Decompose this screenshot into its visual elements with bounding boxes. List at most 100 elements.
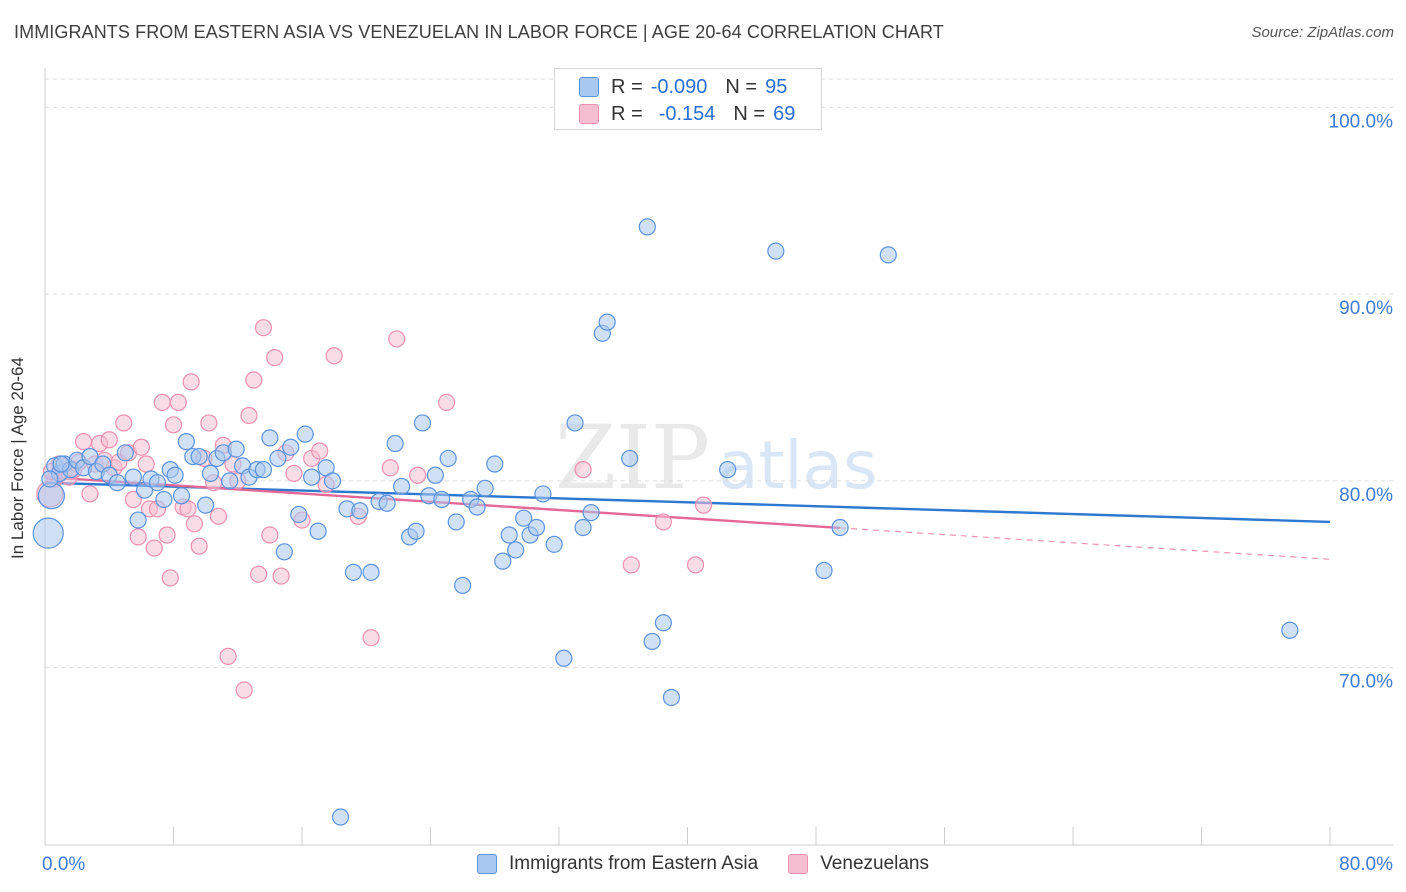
point-eastern-asia bbox=[621, 449, 639, 468]
point-venezuelan bbox=[219, 647, 237, 665]
x-tick-label-max: 80.0% bbox=[1339, 854, 1393, 875]
watermark: ZIP atlas bbox=[555, 406, 878, 509]
point-eastern-asia bbox=[108, 474, 126, 492]
point-venezuelan bbox=[250, 565, 268, 583]
point-venezuelan bbox=[272, 567, 290, 585]
point-eastern-asia bbox=[468, 498, 486, 516]
watermark-atlas: atlas bbox=[718, 427, 878, 504]
point-eastern-asia bbox=[598, 313, 616, 331]
point-eastern-asia bbox=[116, 444, 134, 462]
point-eastern-asia bbox=[344, 563, 362, 581]
point-eastern-asia bbox=[309, 522, 327, 540]
point-eastern-asia bbox=[555, 649, 573, 667]
point-eastern-asia bbox=[507, 541, 525, 559]
point-venezuelan bbox=[311, 442, 329, 460]
point-venezuelan bbox=[169, 393, 187, 412]
n-value: 95 bbox=[765, 75, 788, 98]
legend-swatch-pink bbox=[579, 104, 599, 124]
point-eastern-asia bbox=[413, 414, 432, 432]
point-eastern-asia bbox=[172, 487, 191, 505]
point-eastern-asia bbox=[447, 513, 465, 531]
point-eastern-asia bbox=[177, 433, 195, 451]
point-eastern-asia bbox=[362, 563, 380, 581]
point-eastern-asia bbox=[486, 455, 504, 473]
point-eastern-asia bbox=[331, 808, 350, 826]
point-venezuelan bbox=[129, 528, 147, 546]
point-venezuelan bbox=[362, 629, 380, 647]
point-venezuelan bbox=[132, 438, 150, 456]
legend-item-venezuelans[interactable]: Venezuelans bbox=[788, 853, 929, 875]
legend-swatch-pink bbox=[788, 854, 809, 874]
stats-row-venezuelans: R = -0.154 N = 69 bbox=[579, 101, 795, 127]
point-eastern-asia bbox=[275, 543, 293, 561]
point-venezuelan bbox=[686, 556, 705, 574]
tick-labels: 100.0% 90.0% 80.0% 70.0% 0.0% 80.0% bbox=[42, 111, 1393, 875]
point-eastern-asia bbox=[129, 511, 147, 529]
point-venezuelan bbox=[74, 433, 93, 451]
stats-legend: R = -0.090 N = 95 R = -0.154 N = 69 bbox=[554, 68, 822, 130]
point-eastern-asia bbox=[831, 518, 849, 537]
point-eastern-asia bbox=[254, 461, 273, 479]
r-value: -0.090 bbox=[650, 75, 708, 98]
point-venezuelan bbox=[145, 539, 163, 557]
r-label: R = bbox=[611, 75, 643, 98]
n-label: N = bbox=[733, 102, 766, 125]
point-eastern-asia bbox=[41, 470, 59, 488]
point-venezuelan bbox=[409, 466, 427, 484]
r-value: -0.154 bbox=[658, 102, 716, 125]
point-venezuelan bbox=[100, 431, 118, 449]
point-eastern-asia bbox=[323, 472, 342, 490]
point-venezuelan bbox=[285, 464, 303, 482]
legend-swatch-blue bbox=[579, 77, 599, 97]
point-venezuelan bbox=[158, 526, 176, 544]
point-eastern-asia bbox=[654, 614, 673, 632]
y-tick-label: 70.0% bbox=[1339, 672, 1393, 693]
point-venezuelan bbox=[137, 455, 155, 473]
point-eastern-asia bbox=[32, 517, 64, 549]
point-eastern-asia bbox=[303, 468, 321, 486]
point-venezuelan bbox=[185, 515, 203, 533]
point-eastern-asia bbox=[1281, 621, 1299, 639]
point-eastern-asia bbox=[433, 490, 451, 509]
point-eastern-asia bbox=[296, 425, 314, 443]
point-eastern-asia bbox=[166, 466, 184, 484]
legend-swatch-blue bbox=[476, 854, 497, 874]
point-eastern-asia bbox=[282, 438, 300, 456]
point-eastern-asia bbox=[227, 440, 245, 458]
point-venezuelan bbox=[254, 319, 273, 337]
chart-title: IMMIGRANTS FROM EASTERN ASIA VS VENEZUEL… bbox=[14, 22, 944, 42]
point-venezuelan bbox=[190, 537, 208, 555]
point-eastern-asia bbox=[719, 461, 737, 479]
point-eastern-asia bbox=[221, 472, 239, 490]
point-eastern-asia bbox=[269, 449, 287, 468]
point-venezuelan bbox=[153, 393, 171, 412]
point-venezuelan bbox=[654, 513, 673, 531]
point-venezuelan bbox=[235, 681, 253, 699]
legend-item-eastern-asia[interactable]: Immigrants from Eastern Asia bbox=[476, 853, 759, 875]
x-tick-label-min: 0.0% bbox=[42, 854, 85, 875]
point-eastern-asia bbox=[545, 535, 563, 553]
point-eastern-asia bbox=[392, 477, 411, 496]
point-eastern-asia bbox=[124, 468, 142, 486]
legend-label-eastern-asia: Immigrants from Eastern Asia bbox=[508, 853, 759, 874]
trendline-venezuelans-extension bbox=[840, 527, 1331, 560]
n-label: N = bbox=[725, 75, 758, 98]
point-eastern-asia bbox=[643, 632, 661, 651]
point-eastern-asia bbox=[201, 464, 220, 482]
point-venezuelan bbox=[266, 348, 284, 367]
series-legend: Immigrants from Eastern Asia Venezuelans bbox=[0, 852, 1406, 876]
point-eastern-asia bbox=[515, 509, 533, 527]
point-eastern-asia bbox=[879, 246, 897, 264]
point-venezuelan bbox=[81, 485, 99, 503]
source-label: Source: ZipAtlas.com bbox=[1251, 24, 1394, 41]
point-venezuelan bbox=[261, 526, 279, 544]
gridlines bbox=[45, 78, 1393, 669]
point-eastern-asia bbox=[155, 490, 173, 509]
point-eastern-asia bbox=[815, 561, 833, 580]
r-label: R = bbox=[611, 102, 643, 125]
point-eastern-asia bbox=[454, 576, 472, 595]
point-venezuelan bbox=[245, 371, 263, 389]
point-eastern-asia bbox=[527, 518, 546, 537]
point-venezuelan bbox=[381, 459, 399, 477]
point-eastern-asia bbox=[439, 449, 457, 468]
